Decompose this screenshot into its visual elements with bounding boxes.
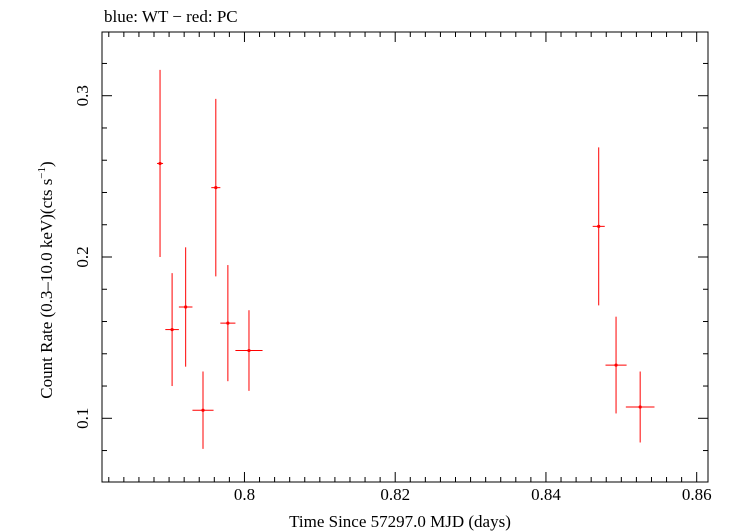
point-marker (614, 363, 618, 367)
x-tick-label: 0.86 (682, 485, 712, 504)
axis-tick-labels: 0.8 0.82 0.84 0.86 0.1 0.2 0.3 (73, 85, 712, 504)
data-point (592, 147, 605, 306)
data-point (157, 69, 164, 257)
data-point (235, 310, 263, 391)
y-axis-label-close: ) (37, 161, 56, 167)
data-point (220, 265, 236, 382)
y-axis-label: Count Rate (0.3–10.0 keV)(cts s−1) (36, 161, 56, 398)
point-marker (158, 161, 162, 166)
point-marker (170, 327, 174, 332)
point-marker (247, 348, 251, 353)
data-point (178, 247, 193, 367)
axis-ticks (102, 32, 708, 482)
plot-frame (101, 31, 709, 483)
data-point (605, 316, 627, 414)
point-marker (638, 405, 642, 409)
x-tick-label: 0.82 (380, 485, 410, 504)
chart-title: blue: WT − red: PC (104, 7, 238, 26)
y-tick-label: 0.1 (73, 408, 92, 429)
point-marker (184, 305, 188, 309)
point-marker (201, 408, 205, 412)
data-point (165, 273, 179, 387)
data-point (192, 371, 214, 449)
x-tick-label: 0.84 (531, 485, 561, 504)
y-axis-label-exponent: −1 (36, 167, 48, 179)
x-axis-label: Time Since 57297.0 MJD (days) (289, 512, 511, 531)
point-marker (214, 186, 218, 190)
y-tick-label: 0.2 (73, 246, 92, 267)
data-point (625, 371, 655, 443)
point-marker (226, 321, 230, 325)
x-tick-label: 0.8 (234, 485, 255, 504)
data-point (211, 98, 221, 277)
y-tick-label: 0.3 (73, 85, 92, 106)
point-marker (597, 224, 601, 228)
data-points (157, 69, 655, 449)
y-axis-label-main: Count Rate (0.3–10.0 keV)(cts s (37, 179, 56, 399)
